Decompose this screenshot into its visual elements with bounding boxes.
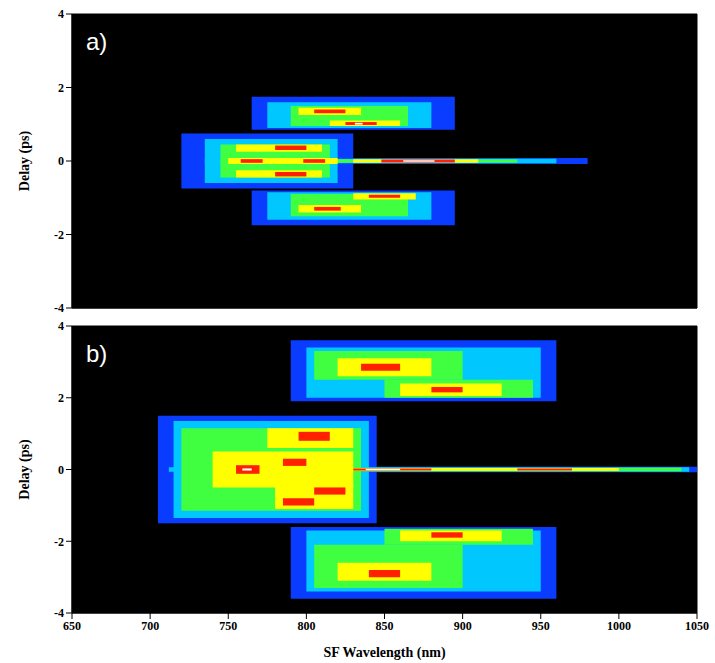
svg-text:850: 850	[376, 619, 394, 633]
svg-text:SF Wavelength (nm): SF Wavelength (nm)	[323, 645, 445, 661]
svg-text:750: 750	[219, 619, 237, 633]
html-text:b): b)	[86, 340, 108, 367]
svg-text:-2: -2	[54, 535, 64, 549]
svg-text:4: 4	[58, 319, 64, 333]
svg-text:0: 0	[58, 154, 64, 168]
svg-text:900: 900	[454, 619, 472, 633]
svg-text:-4: -4	[54, 606, 64, 620]
svg-text:650: 650	[63, 619, 81, 633]
html-text:a): a)	[86, 28, 108, 55]
svg-text:Delay (ps): Delay (ps)	[17, 131, 33, 192]
svg-text:0: 0	[58, 463, 64, 477]
svg-text:2: 2	[58, 81, 64, 95]
svg-text:2: 2	[58, 391, 64, 405]
svg-text:-2: -2	[54, 228, 64, 242]
svg-text:4: 4	[58, 7, 64, 21]
svg-text:700: 700	[141, 619, 159, 633]
svg-text:950: 950	[532, 619, 550, 633]
svg-text:1050: 1050	[685, 619, 709, 633]
svg-text:-4: -4	[54, 301, 64, 315]
svg-text:1000: 1000	[607, 619, 631, 633]
svg-text:800: 800	[297, 619, 315, 633]
svg-text:Delay (ps): Delay (ps)	[17, 439, 33, 500]
